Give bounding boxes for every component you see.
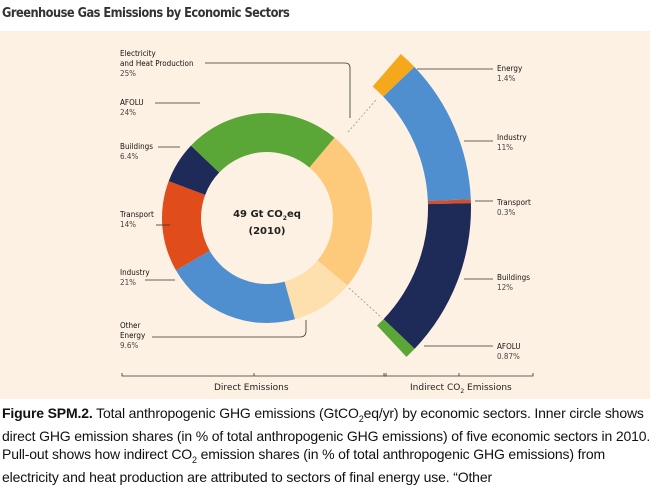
donut-slice-industry (175, 250, 295, 324)
label-afolu: AFOLU 24% (120, 98, 144, 117)
donut-slice-transport (162, 181, 210, 271)
figure-panel (0, 31, 650, 399)
label-transport: Transport 14% (120, 210, 154, 229)
label-indirect-buildings: Buildings 12% (497, 273, 530, 292)
leader-other-energy (152, 320, 307, 338)
pullout-slice-energy (372, 54, 415, 97)
donut-slice-buildings (168, 145, 220, 195)
label-indirect-transport: Transport 0.3% (497, 198, 531, 217)
label-other-energy: Other Energy 9.6% (120, 321, 146, 350)
label-electricity: Electricity and Heat Production 25% (120, 49, 194, 78)
figure-caption: Figure SPM.2. Total anthropogenic GHG em… (2, 405, 651, 486)
label-indirect-afolu: AFOLU 0.87% (497, 342, 521, 361)
pullout-slice-afolu (377, 319, 415, 357)
label-industry: Industry 21% (120, 268, 150, 287)
label-indirect-industry: Industry 11% (497, 133, 527, 152)
label-indirect-energy: Energy 1.4% (497, 64, 523, 83)
leader-electricity (205, 62, 351, 118)
chart-title: Greenhouse Gas Emissions by Economic Sec… (2, 6, 290, 21)
bracket-direct (121, 373, 387, 377)
donut-slice-other-energy (284, 260, 348, 320)
label-buildings: Buildings 6.4% (120, 142, 153, 161)
pullout-slice-industry (383, 66, 471, 201)
pullout-dashed-lines (347, 99, 383, 319)
leader-lines (121, 62, 534, 377)
donut-center-label: 49 Gt CO2eq (2010) (233, 209, 301, 237)
direct-emissions-donut (162, 113, 372, 324)
indirect-emissions-arc (372, 54, 471, 357)
pullout-slice-buildings (383, 203, 471, 349)
bracket-indirect (383, 373, 534, 377)
indirect-emissions-label: Indirect CO2 Emissions (410, 383, 512, 395)
donut-slice-afolu (190, 113, 335, 173)
pullout-slice-transport (427, 199, 471, 205)
direct-emissions-label: Direct Emissions (214, 383, 289, 393)
donut-slice-electricity-and-heat-production (309, 137, 372, 286)
